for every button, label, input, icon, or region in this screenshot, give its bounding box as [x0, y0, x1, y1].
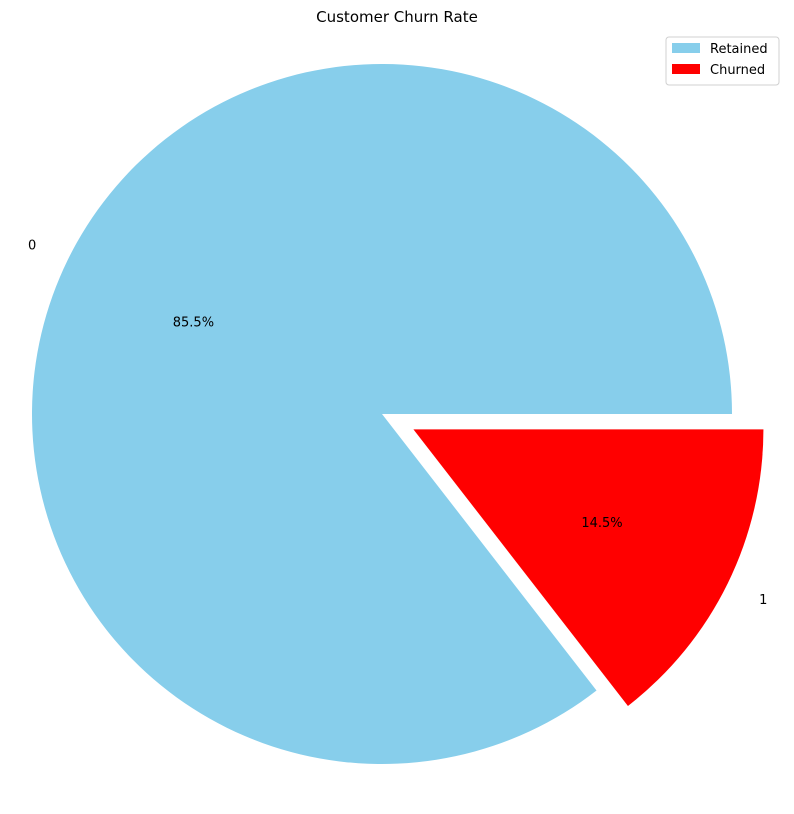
legend: Retained Churned — [665, 36, 780, 86]
slice-category-label-1: 1 — [759, 593, 767, 608]
pie-slice-0 — [31, 64, 732, 765]
legend-swatch-retained — [672, 43, 700, 53]
legend-label-retained: Retained — [710, 42, 768, 57]
slice-category-label-0: 0 — [28, 239, 36, 254]
legend-swatch-churned — [672, 64, 700, 74]
chart-title: Customer Churn Rate — [316, 8, 478, 26]
pie-slices — [31, 64, 764, 765]
pie-slice-1 — [413, 429, 764, 706]
legend-label-churned: Churned — [710, 63, 765, 78]
slice-percent-label-1: 14.5% — [581, 516, 622, 531]
slice-percent-label-0: 85.5% — [173, 316, 214, 331]
pie-labels: 85.5% 0 14.5% 1 — [28, 239, 767, 608]
